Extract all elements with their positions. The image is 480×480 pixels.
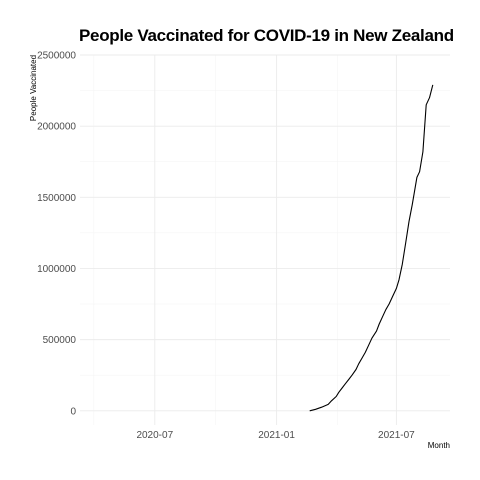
vaccinated-series-line bbox=[309, 84, 434, 412]
y-tick-label: 0 bbox=[70, 406, 76, 417]
x-tick-label: 2021-07 bbox=[378, 430, 415, 441]
y-tick-label: 2000000 bbox=[37, 122, 76, 133]
x-axis-ticks: 2020-07 2021-01 2021-07 bbox=[136, 430, 415, 441]
y-tick-label: 1000000 bbox=[37, 264, 76, 275]
y-tick-label: 2500000 bbox=[37, 51, 76, 62]
y-axis-title: People Vaccinated bbox=[29, 55, 38, 121]
major-grid bbox=[80, 54, 450, 425]
minor-grid bbox=[80, 55, 450, 425]
chart-title: People Vaccinated for COVID-19 in New Ze… bbox=[79, 26, 454, 45]
y-axis-ticks: 0 500000 1000000 1500000 2000000 2500000 bbox=[37, 51, 76, 418]
x-axis-title: Month bbox=[428, 441, 450, 450]
x-tick-label: 2020-07 bbox=[136, 430, 173, 441]
y-tick-label: 1500000 bbox=[37, 193, 76, 204]
x-tick-label: 2021-01 bbox=[258, 430, 295, 441]
y-tick-label: 500000 bbox=[43, 335, 77, 346]
